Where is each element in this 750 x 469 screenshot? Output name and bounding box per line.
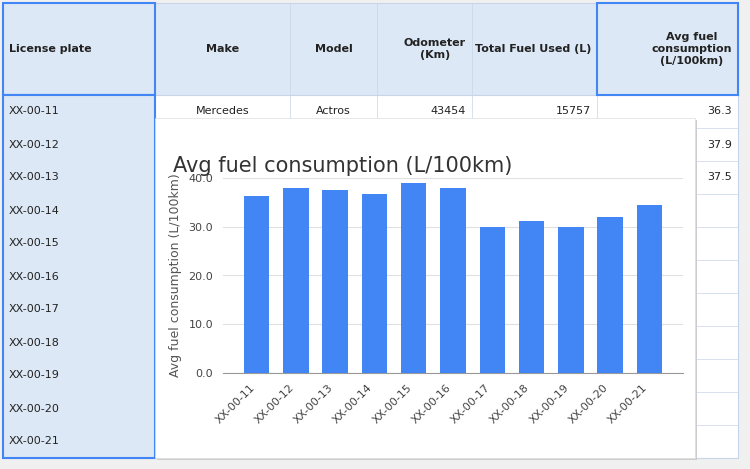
Text: XX-00-17: XX-00-17 xyxy=(9,304,60,315)
Text: XX-00-21: XX-00-21 xyxy=(9,437,60,446)
Text: 15757: 15757 xyxy=(556,106,591,116)
Bar xyxy=(3,95,155,458)
Bar xyxy=(322,190,348,373)
Bar xyxy=(157,120,697,460)
Text: Make: Make xyxy=(206,44,239,54)
Text: Volvo: Volvo xyxy=(208,173,238,182)
Bar xyxy=(3,3,155,95)
Text: Total Fuel Used (L): Total Fuel Used (L) xyxy=(475,44,591,54)
Bar xyxy=(597,217,622,373)
Bar xyxy=(440,188,466,373)
Bar xyxy=(519,221,544,373)
Bar xyxy=(558,227,584,373)
Text: License plate: License plate xyxy=(9,44,92,54)
Text: 60010: 60010 xyxy=(556,173,591,182)
Text: XX-00-14: XX-00-14 xyxy=(9,205,60,215)
Bar xyxy=(3,3,155,458)
Text: Mercedes: Mercedes xyxy=(196,106,249,116)
Bar xyxy=(155,3,738,458)
Text: 37.9: 37.9 xyxy=(707,139,732,150)
Text: XX-00-18: XX-00-18 xyxy=(9,338,60,348)
Text: 17089: 17089 xyxy=(556,139,591,150)
Text: Actros: Actros xyxy=(316,106,351,116)
Text: Odometer
(Km): Odometer (Km) xyxy=(404,38,466,60)
Text: XX-00-16: XX-00-16 xyxy=(9,272,60,281)
Bar xyxy=(362,194,387,373)
Bar xyxy=(597,3,738,95)
Bar xyxy=(401,183,427,373)
Text: Mercedes: Mercedes xyxy=(196,139,249,150)
Text: FH16: FH16 xyxy=(320,173,348,182)
Text: 37.5: 37.5 xyxy=(707,173,732,182)
Text: Actros: Actros xyxy=(316,139,351,150)
Text: 36.3: 36.3 xyxy=(707,106,732,116)
Bar xyxy=(284,188,309,373)
Bar xyxy=(479,227,505,373)
Bar xyxy=(244,196,269,373)
Text: Model: Model xyxy=(315,44,352,54)
Y-axis label: Avg fuel consumption (L/100km): Avg fuel consumption (L/100km) xyxy=(169,174,182,378)
Text: Avg fuel
consumption
(L/100km): Avg fuel consumption (L/100km) xyxy=(652,32,732,66)
Text: Avg fuel consumption (L/100km): Avg fuel consumption (L/100km) xyxy=(173,156,512,176)
Text: XX-00-11: XX-00-11 xyxy=(9,106,60,116)
Bar xyxy=(3,3,738,95)
Text: XX-00-19: XX-00-19 xyxy=(9,371,60,380)
Text: XX-00-20: XX-00-20 xyxy=(9,403,60,414)
Text: XX-00-12: XX-00-12 xyxy=(9,139,60,150)
Text: 45098: 45098 xyxy=(430,139,466,150)
Text: 43454: 43454 xyxy=(430,106,466,116)
Bar xyxy=(637,205,662,373)
Text: 159839: 159839 xyxy=(424,173,466,182)
Bar xyxy=(155,118,695,458)
Text: XX-00-13: XX-00-13 xyxy=(9,173,60,182)
Text: XX-00-15: XX-00-15 xyxy=(9,239,60,249)
